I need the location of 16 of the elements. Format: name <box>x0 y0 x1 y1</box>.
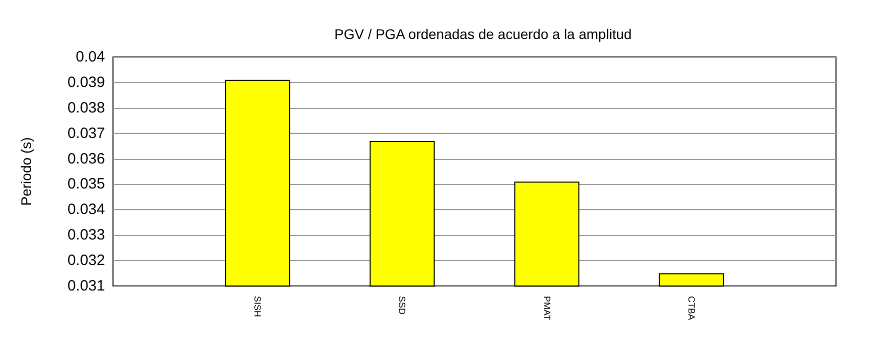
chart-title: PGV / PGA ordenadas de acuerdo a la amplitud <box>334 26 632 42</box>
y-tick-label: 0.037 <box>67 124 105 142</box>
y-axis-title: Periodo (s) <box>18 137 34 206</box>
x-tick-label: CTBA <box>686 296 696 320</box>
y-tick-label: 0.032 <box>67 252 105 270</box>
y-tick-label: 0.033 <box>67 226 105 244</box>
x-tick-label: PMAT <box>542 296 552 321</box>
y-tick-label: 0.038 <box>67 99 105 116</box>
x-tick-label: SSD <box>397 296 408 316</box>
y-tick-label: 0.034 <box>67 201 105 218</box>
x-tick-label: SISH <box>252 296 263 318</box>
y-tick-label: 0.039 <box>67 74 105 91</box>
y-tick-label: 0.04 <box>76 48 105 66</box>
y-tick-label: 0.036 <box>67 150 105 168</box>
y-tick-label: 0.031 <box>67 278 105 294</box>
y-tick-label: 0.035 <box>67 176 105 193</box>
